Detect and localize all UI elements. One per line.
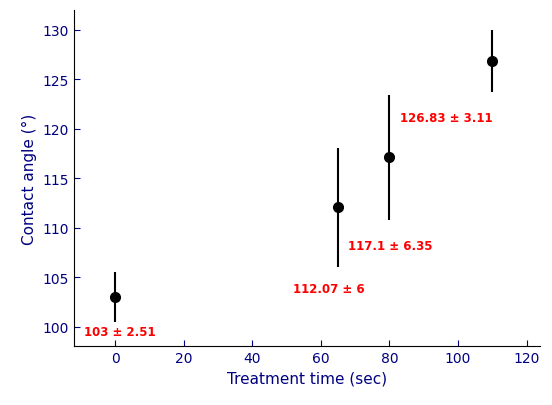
Text: 126.83 ± 3.11: 126.83 ± 3.11 — [400, 111, 492, 124]
X-axis label: Treatment time (sec): Treatment time (sec) — [227, 371, 388, 386]
Text: 117.1 ± 6.35: 117.1 ± 6.35 — [348, 240, 433, 253]
Text: 103 ± 2.51: 103 ± 2.51 — [84, 326, 156, 339]
Y-axis label: Contact angle (°): Contact angle (°) — [22, 113, 37, 244]
Text: 112.07 ± 6: 112.07 ± 6 — [294, 282, 365, 295]
